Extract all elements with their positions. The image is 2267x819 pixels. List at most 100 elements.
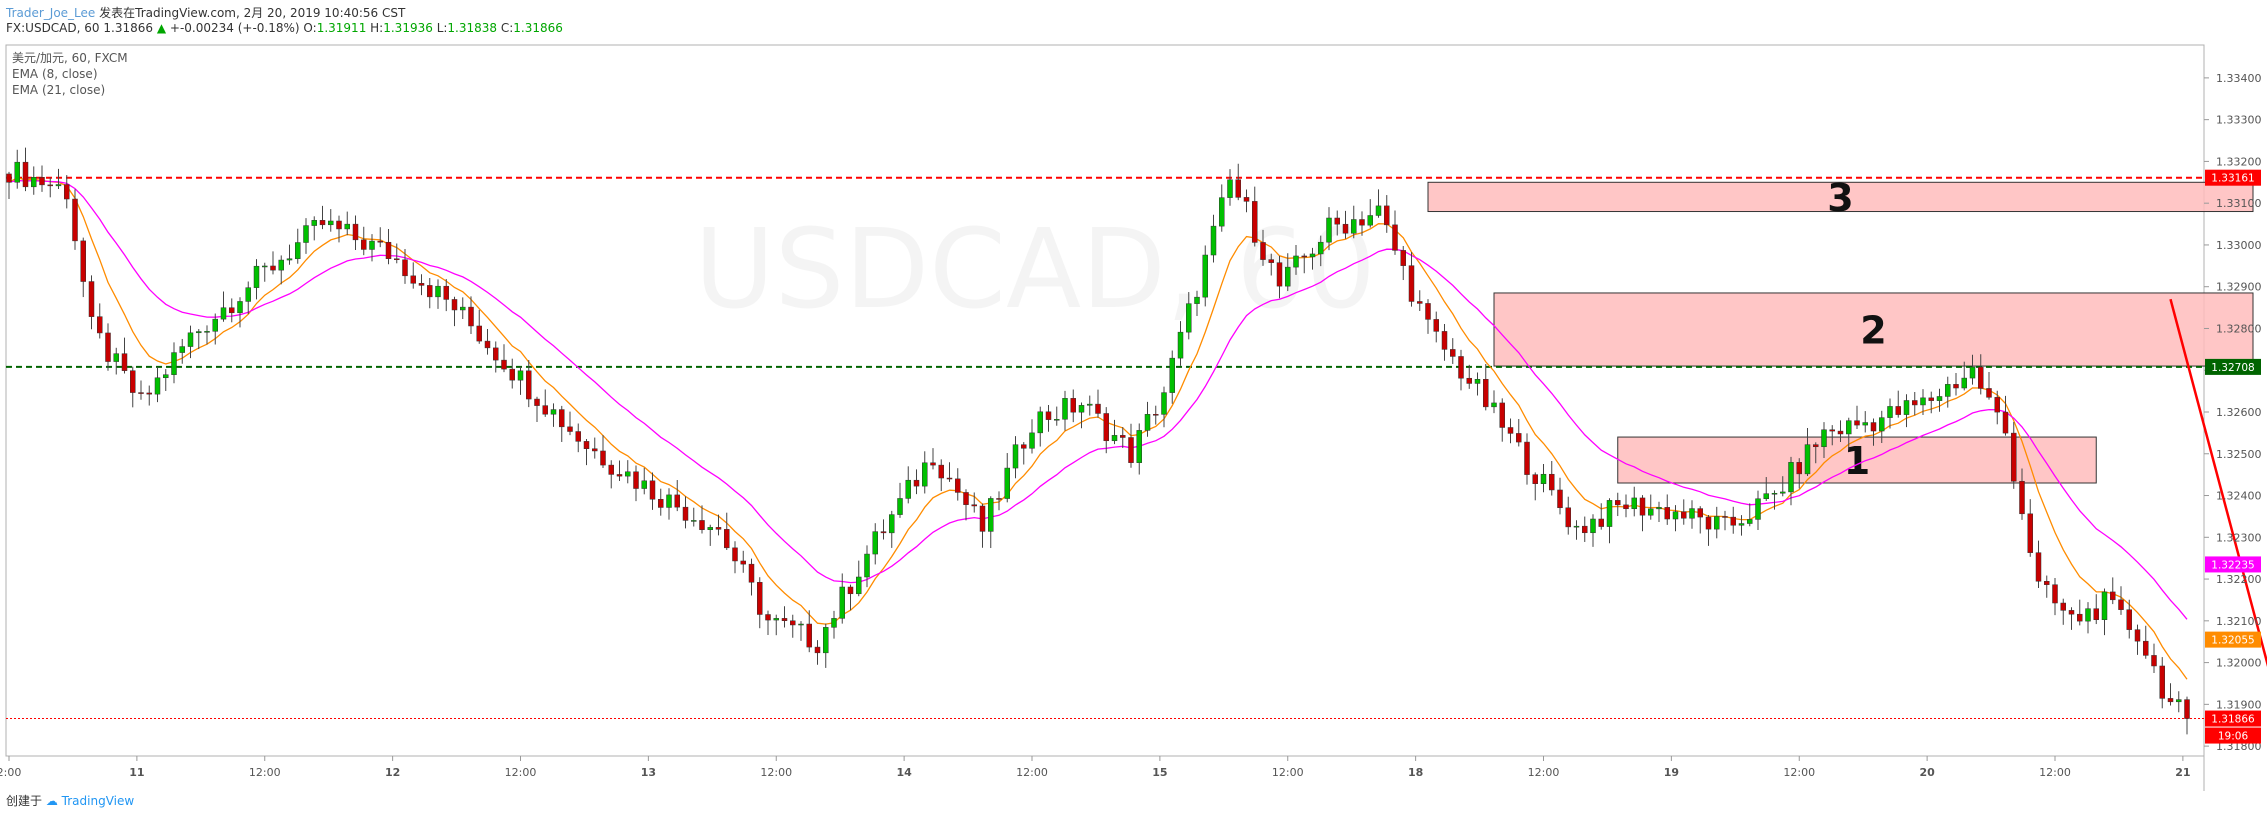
candle[interactable] — [1384, 205, 1390, 226]
candle[interactable] — [1705, 516, 1712, 530]
candle[interactable] — [1986, 388, 1992, 398]
candle[interactable] — [1961, 377, 1967, 389]
candle[interactable] — [1326, 217, 1332, 243]
candle[interactable] — [790, 620, 796, 626]
candle[interactable] — [196, 331, 202, 334]
candle[interactable] — [1524, 441, 1530, 475]
candle[interactable] — [2134, 629, 2141, 642]
candle[interactable] — [1194, 296, 1200, 304]
candle[interactable] — [80, 240, 86, 282]
candle[interactable] — [724, 529, 730, 549]
candle[interactable] — [1656, 507, 1662, 510]
candle[interactable] — [856, 576, 862, 595]
candle[interactable] — [1945, 384, 1951, 397]
candle[interactable] — [435, 285, 441, 298]
candle[interactable] — [2176, 699, 2182, 703]
candle[interactable] — [699, 520, 705, 530]
candle[interactable] — [1582, 525, 1588, 534]
candle[interactable] — [946, 477, 953, 480]
candle[interactable] — [1648, 508, 1654, 516]
candle[interactable] — [707, 527, 713, 530]
price-axis[interactable]: 1.33400 1.33300 1.33200 1.33100 1.33000 1.329… — [2204, 72, 2262, 753]
candle[interactable] — [1540, 473, 1547, 484]
candle[interactable] — [1854, 420, 1860, 426]
candle[interactable] — [913, 479, 920, 487]
candle[interactable] — [1771, 492, 1778, 495]
candle[interactable] — [2052, 584, 2058, 604]
candle[interactable] — [1070, 398, 1076, 413]
candle[interactable] — [1268, 259, 1274, 263]
candle[interactable] — [1730, 516, 1736, 526]
candle[interactable] — [64, 184, 70, 200]
candle[interactable] — [1796, 462, 1802, 475]
candle[interactable] — [1738, 523, 1745, 526]
candle[interactable] — [328, 220, 334, 226]
candle[interactable] — [2110, 591, 2116, 601]
candle[interactable] — [1318, 241, 1324, 255]
candle[interactable] — [121, 353, 128, 371]
candle[interactable] — [2068, 610, 2075, 615]
candle[interactable] — [1351, 219, 1357, 234]
candle[interactable] — [691, 520, 697, 522]
candle[interactable] — [14, 161, 20, 183]
candle[interactable] — [1714, 516, 1720, 530]
candle[interactable] — [526, 370, 532, 400]
candle[interactable] — [625, 471, 631, 477]
candle[interactable] — [1821, 429, 1827, 448]
candle[interactable] — [1202, 254, 1208, 298]
candle[interactable] — [1829, 429, 1835, 432]
candle[interactable] — [2027, 513, 2033, 553]
candle[interactable] — [262, 265, 268, 268]
candle[interactable] — [1375, 205, 1382, 216]
candle[interactable] — [674, 494, 680, 508]
candle[interactable] — [1392, 224, 1398, 251]
candle[interactable] — [971, 504, 977, 507]
candle[interactable] — [105, 332, 111, 362]
candle[interactable] — [1615, 500, 1621, 506]
candle[interactable] — [889, 514, 895, 534]
candle[interactable] — [1243, 197, 1250, 202]
candle[interactable] — [460, 306, 466, 311]
candle[interactable] — [171, 352, 177, 375]
candle[interactable] — [1928, 397, 1934, 401]
candle[interactable] — [1400, 250, 1406, 266]
candle[interactable] — [583, 441, 590, 449]
candle[interactable] — [2085, 608, 2091, 622]
candle[interactable] — [336, 220, 342, 230]
candle[interactable] — [468, 306, 474, 327]
candle[interactable] — [922, 462, 928, 487]
candle[interactable] — [1590, 518, 1596, 534]
candle[interactable] — [1755, 498, 1761, 520]
candle[interactable] — [1417, 301, 1423, 304]
candle[interactable] — [402, 259, 408, 277]
candle[interactable] — [278, 259, 284, 271]
candle[interactable] — [1606, 500, 1613, 527]
candle[interactable] — [394, 258, 400, 260]
candle[interactable] — [138, 392, 144, 394]
candle[interactable] — [550, 409, 557, 415]
candle[interactable] — [1978, 366, 1984, 389]
candle[interactable] — [154, 377, 161, 395]
candle[interactable] — [1722, 516, 1728, 518]
candle[interactable] — [2019, 480, 2025, 515]
candle[interactable] — [715, 527, 722, 530]
candle[interactable] — [1120, 435, 1126, 438]
candle[interactable] — [988, 498, 994, 532]
tradingview-brand[interactable]: TradingView — [61, 794, 135, 808]
author-link[interactable]: Trader_Joe_Lee — [6, 6, 96, 20]
candle[interactable] — [1276, 262, 1283, 287]
candle[interactable] — [1474, 379, 1481, 384]
candle[interactable] — [1887, 406, 1893, 418]
candle[interactable] — [559, 409, 565, 428]
candle[interactable] — [534, 398, 540, 406]
candle[interactable] — [732, 547, 738, 562]
candle[interactable] — [1219, 197, 1225, 227]
candle[interactable] — [113, 353, 119, 362]
candle[interactable] — [451, 299, 458, 311]
candle[interactable] — [303, 225, 309, 243]
candle[interactable] — [1095, 403, 1101, 414]
candle[interactable] — [757, 582, 763, 615]
candle[interactable] — [501, 359, 507, 370]
candle[interactable] — [352, 223, 359, 241]
candle[interactable] — [187, 332, 194, 347]
